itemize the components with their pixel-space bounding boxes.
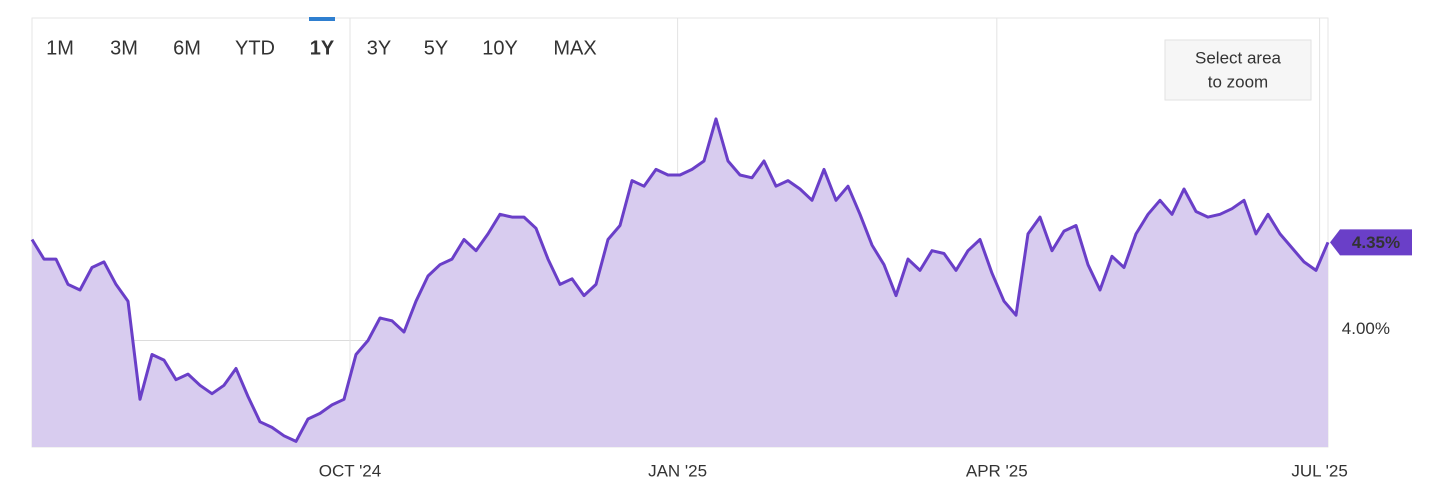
active-indicator: [309, 17, 335, 21]
range-button[interactable]: 3Y: [367, 37, 391, 59]
range-button[interactable]: MAX: [553, 37, 596, 59]
x-tick-label: OCT '24: [319, 461, 381, 480]
ui: 4.00% OCT '24 JAN '25 APR '25 JUL '25 4.35% 1M…: [46, 17, 1412, 480]
current-tag-bg: [1330, 229, 1412, 256]
range-button[interactable]: 6M: [173, 37, 201, 59]
x-tick-label: JAN '25: [648, 461, 707, 480]
range-button[interactable]: 5Y: [424, 37, 448, 59]
zoom-box: [1164, 39, 1312, 101]
x-tick-label: APR '25: [966, 461, 1028, 480]
current-tag-label: 4.35%: [1352, 233, 1400, 252]
line: [30, 117, 1330, 443]
y-tick-label: 4.00%: [1342, 319, 1390, 338]
range-button[interactable]: 10Y: [482, 37, 518, 59]
x-tick-label: JUL '25: [1291, 461, 1347, 480]
range-button[interactable]: 3M: [110, 37, 138, 59]
zoom-hint: Select area: [1195, 48, 1282, 67]
range-button[interactable]: 1Y: [310, 37, 335, 59]
range-button[interactable]: 1M: [46, 37, 74, 59]
area: [32, 118, 1328, 448]
zoom-hint: to zoom: [1208, 72, 1268, 91]
data: [30, 117, 1330, 448]
range-button[interactable]: YTD: [235, 37, 275, 59]
